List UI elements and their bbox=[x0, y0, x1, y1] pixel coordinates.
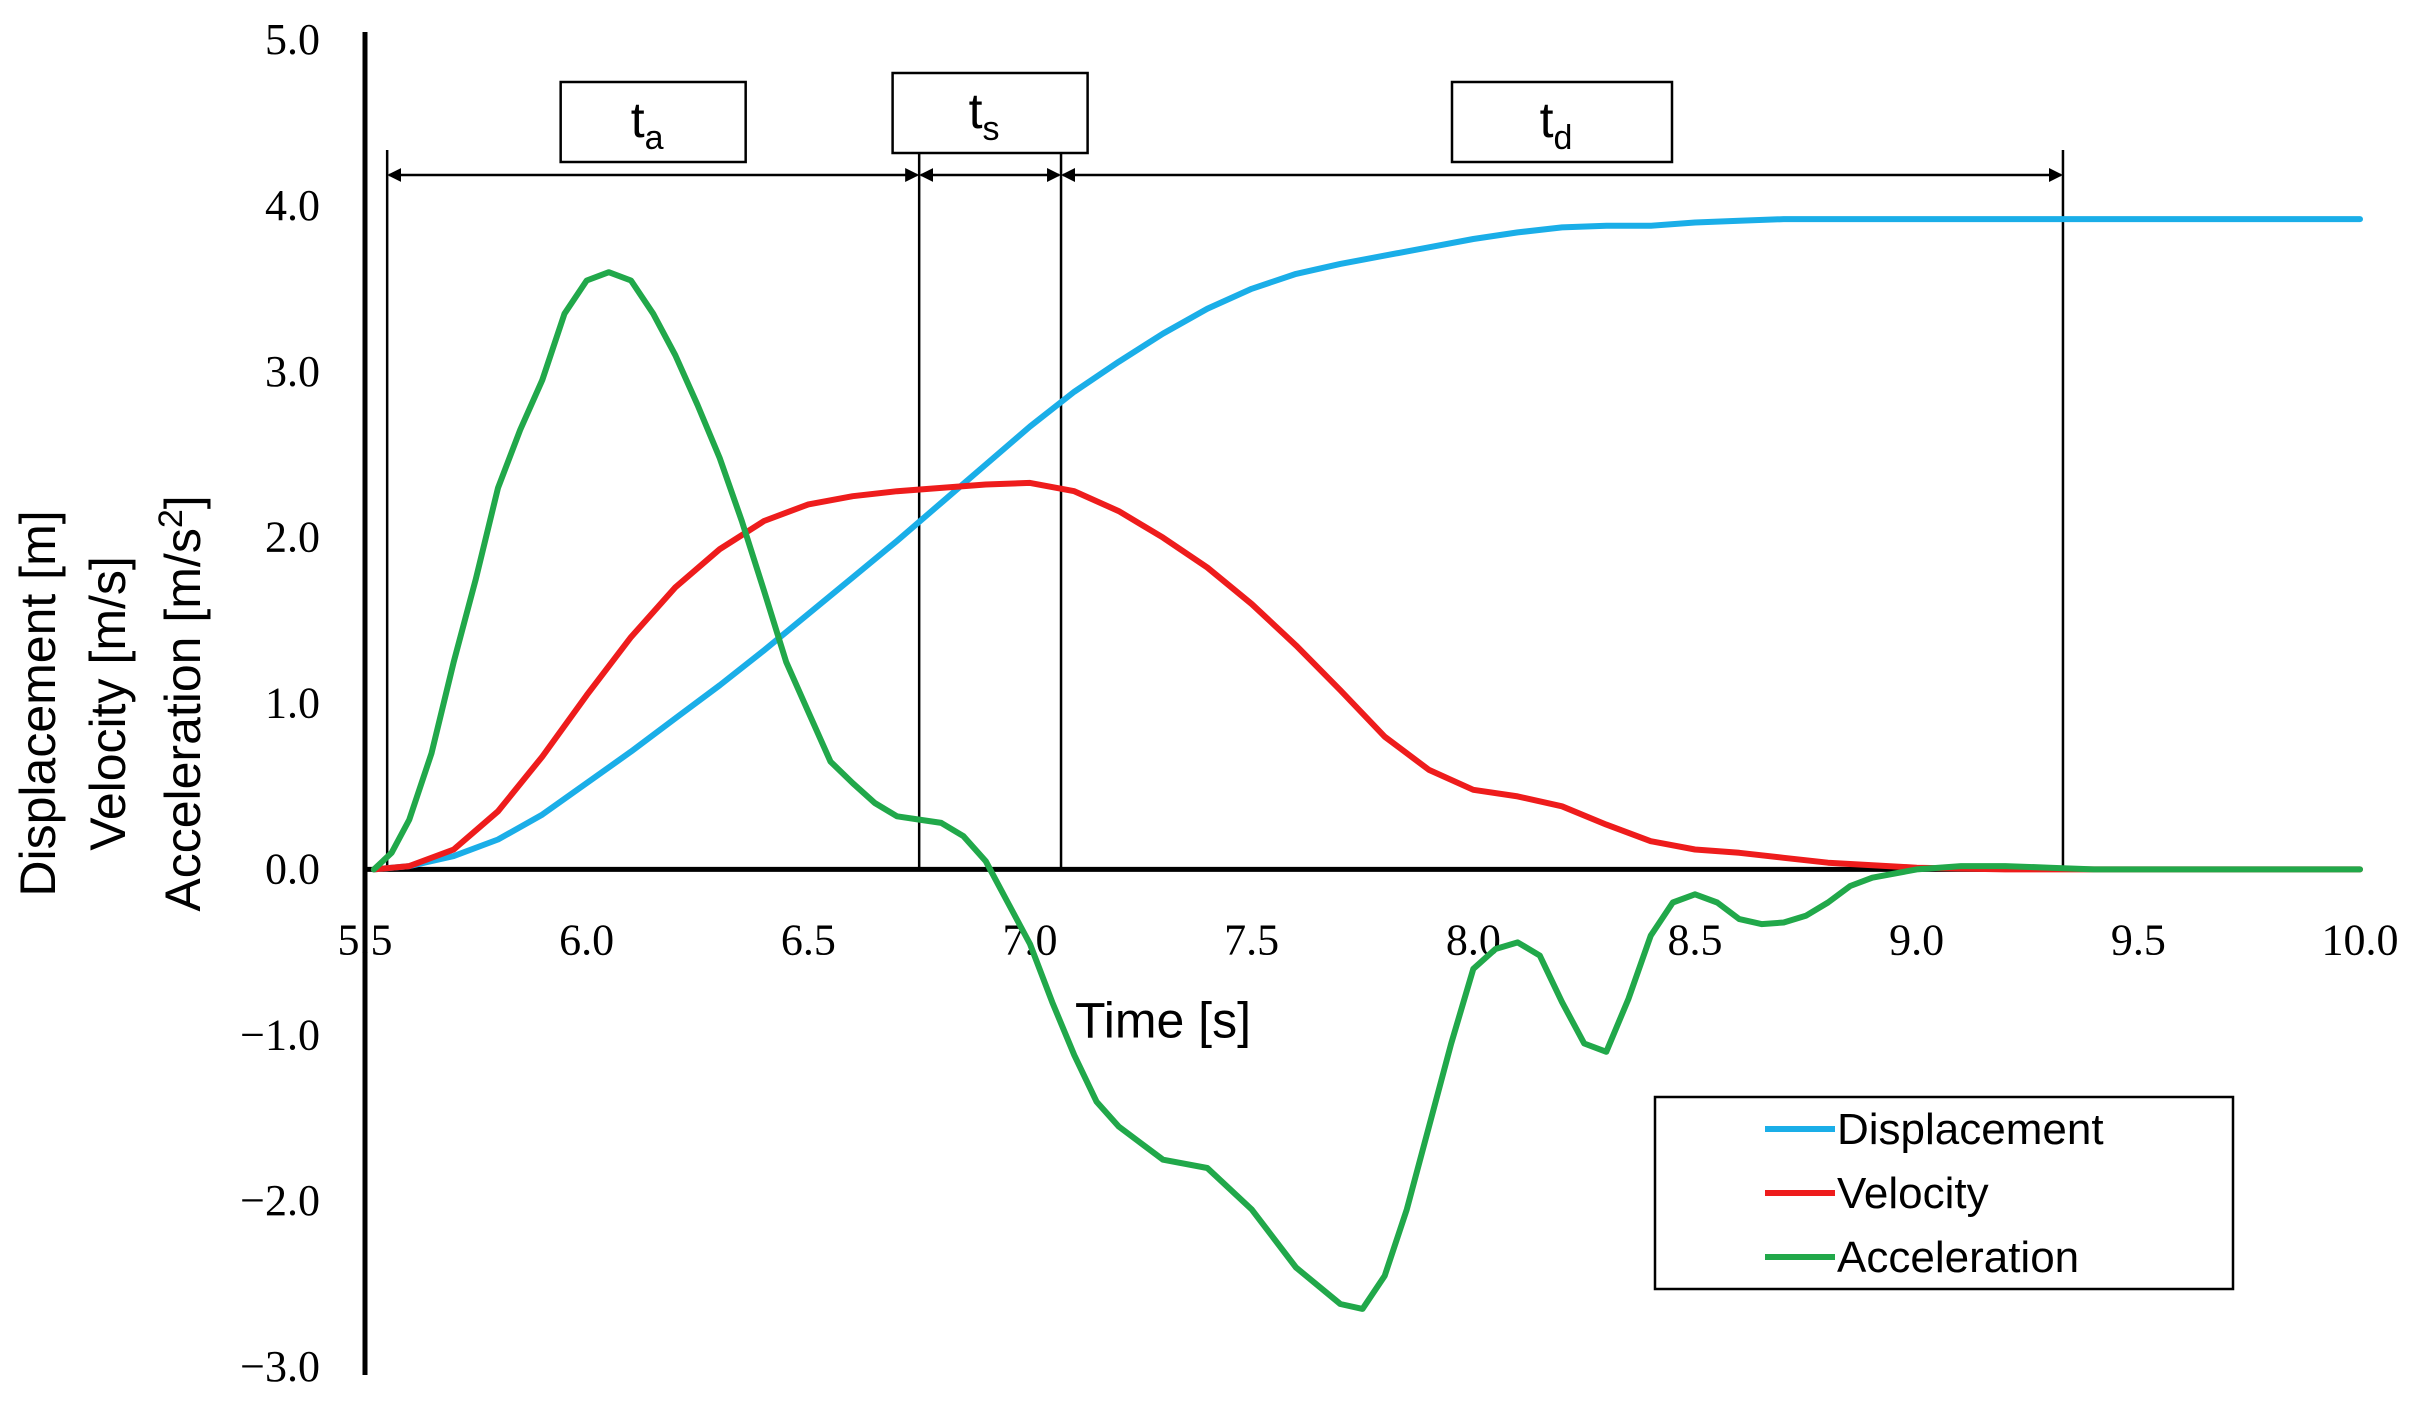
y-axis-title-superscript: 2 bbox=[152, 509, 190, 528]
x-tick-label: 5.5 bbox=[338, 915, 393, 964]
series-lines bbox=[370, 216, 2363, 1312]
y-tick-label: 2.0 bbox=[265, 513, 320, 562]
phase-label: ts bbox=[969, 83, 1000, 148]
legend-box bbox=[1653, 1095, 2235, 1291]
legend-label: Acceleration bbox=[1837, 1233, 2079, 1282]
series-line-acceleration bbox=[370, 269, 2363, 1312]
legend: Displacement Velocity Acceleration bbox=[1653, 1095, 2235, 1291]
y-tick-label: 5.0 bbox=[265, 15, 320, 64]
y-tick-label: −2.0 bbox=[240, 1176, 320, 1225]
phase-annotations: ta ts td bbox=[385, 71, 2065, 870]
phase-label-box bbox=[559, 80, 747, 164]
y-axis-title-line: Velocity [m/s] bbox=[80, 556, 136, 851]
axes: 5.0 4.0 3.0 2.0 1.0 0.0 −1.0 −2.0 −3.0 5.5 6.0 6.5 7… bbox=[10, 15, 2399, 1391]
x-tick-label: 8.0 bbox=[1446, 915, 1501, 964]
y-axis-title-line: Displacement [m] bbox=[10, 510, 66, 896]
x-tick-label: 10.0 bbox=[2322, 915, 2399, 964]
phase-label-box bbox=[891, 71, 1089, 155]
series-line-displacement bbox=[370, 216, 2363, 873]
x-axis-title: Time [s] bbox=[1075, 992, 1251, 1048]
phase-label-box bbox=[1450, 80, 1674, 164]
y-tick-label: 3.0 bbox=[265, 347, 320, 396]
x-tick-label: 9.5 bbox=[2111, 915, 2166, 964]
y-tick-label: 4.0 bbox=[265, 181, 320, 230]
x-tick-label: 6.5 bbox=[781, 915, 836, 964]
y-tick-label: −3.0 bbox=[240, 1342, 320, 1391]
y-tick-label: −1.0 bbox=[240, 1010, 320, 1059]
series-line-velocity bbox=[370, 479, 2363, 873]
legend-label: Displacement bbox=[1837, 1105, 2104, 1154]
x-tick-label: 9.0 bbox=[1889, 915, 1944, 964]
y-tick-label: 0.0 bbox=[265, 844, 320, 893]
legend-label: Velocity bbox=[1837, 1169, 1989, 1218]
phase-label: ta bbox=[631, 92, 664, 157]
phase-label: td bbox=[1540, 92, 1573, 157]
x-tick-label: 8.5 bbox=[1668, 915, 1723, 964]
x-tick-label: 7.5 bbox=[1224, 915, 1279, 964]
y-tick-label: 1.0 bbox=[265, 679, 320, 728]
y-axis-title-line: Acceleration [m/s2] bbox=[152, 495, 211, 911]
x-tick-label: 6.0 bbox=[559, 915, 614, 964]
